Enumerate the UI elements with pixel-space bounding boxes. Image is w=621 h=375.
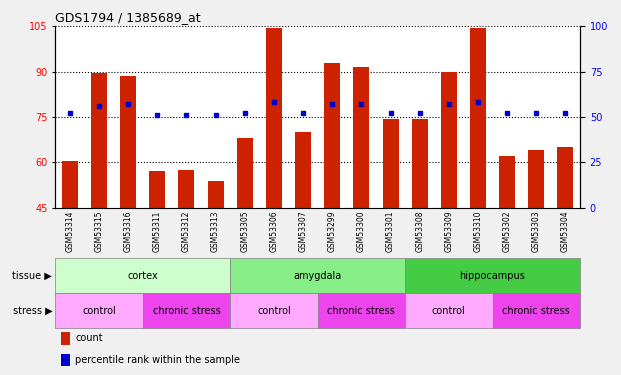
Text: GSM53308: GSM53308 xyxy=(415,210,424,252)
Text: tissue ▶: tissue ▶ xyxy=(12,271,52,281)
Bar xyxy=(55,258,230,293)
Bar xyxy=(266,28,282,208)
Text: GSM53299: GSM53299 xyxy=(328,210,337,252)
Bar xyxy=(324,63,340,208)
Text: GSM53313: GSM53313 xyxy=(211,210,220,252)
Text: GDS1794 / 1385689_at: GDS1794 / 1385689_at xyxy=(55,11,201,24)
Text: cortex: cortex xyxy=(127,271,158,281)
Bar xyxy=(470,28,486,208)
Bar xyxy=(405,258,580,293)
Text: control: control xyxy=(432,306,466,316)
Text: GSM53306: GSM53306 xyxy=(270,210,278,252)
Bar xyxy=(207,180,224,208)
Text: control: control xyxy=(257,306,291,316)
Bar xyxy=(143,293,230,328)
Text: GSM53304: GSM53304 xyxy=(561,210,570,252)
Text: GSM53314: GSM53314 xyxy=(65,210,75,252)
Bar xyxy=(230,293,318,328)
Bar xyxy=(405,293,492,328)
Text: GSM53316: GSM53316 xyxy=(124,210,133,252)
Bar xyxy=(528,150,544,208)
Text: GSM53303: GSM53303 xyxy=(532,210,541,252)
Bar xyxy=(558,147,573,208)
Bar xyxy=(353,67,369,208)
Text: GSM53310: GSM53310 xyxy=(473,210,483,252)
Bar xyxy=(91,73,107,208)
Bar xyxy=(120,76,136,208)
Text: GSM53311: GSM53311 xyxy=(153,210,162,252)
Text: GSM53312: GSM53312 xyxy=(182,210,191,252)
Text: GSM53307: GSM53307 xyxy=(299,210,307,252)
Bar xyxy=(441,72,457,208)
Bar xyxy=(295,132,311,208)
Text: GSM53301: GSM53301 xyxy=(386,210,395,252)
Text: GSM53300: GSM53300 xyxy=(357,210,366,252)
Text: hippocampus: hippocampus xyxy=(460,271,525,281)
Text: amygdala: amygdala xyxy=(294,271,342,281)
Bar xyxy=(318,293,405,328)
Text: chronic stress: chronic stress xyxy=(327,306,395,316)
Bar xyxy=(149,171,165,208)
Bar xyxy=(178,170,194,208)
Bar xyxy=(412,118,428,208)
Text: GSM53302: GSM53302 xyxy=(502,210,512,252)
Bar xyxy=(55,293,143,328)
Bar xyxy=(237,138,253,208)
Bar xyxy=(62,161,78,208)
Text: chronic stress: chronic stress xyxy=(502,306,570,316)
Text: control: control xyxy=(82,306,116,316)
Bar xyxy=(383,118,399,208)
Text: chronic stress: chronic stress xyxy=(153,306,220,316)
Text: percentile rank within the sample: percentile rank within the sample xyxy=(75,355,240,365)
Bar xyxy=(60,354,70,366)
Bar xyxy=(499,156,515,208)
Bar xyxy=(230,258,405,293)
Text: GSM53305: GSM53305 xyxy=(240,210,249,252)
Text: stress ▶: stress ▶ xyxy=(12,306,52,316)
Text: count: count xyxy=(75,333,103,344)
Bar xyxy=(60,333,70,345)
Text: GSM53315: GSM53315 xyxy=(94,210,104,252)
Bar xyxy=(492,293,580,328)
Text: GSM53309: GSM53309 xyxy=(445,210,453,252)
